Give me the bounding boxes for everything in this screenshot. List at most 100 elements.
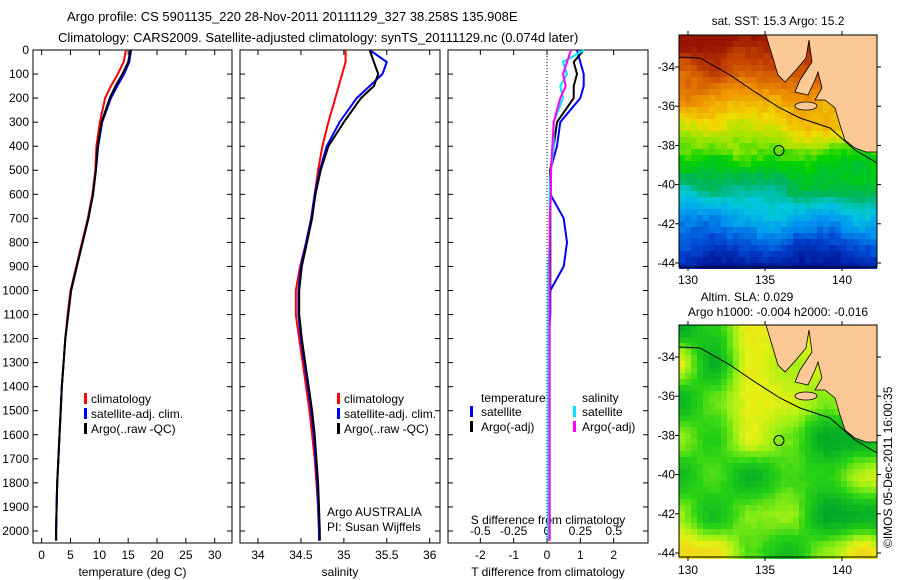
map-cell (721, 95, 727, 101)
map-cell (751, 59, 757, 65)
legend-label: Argo(-adj) (481, 420, 534, 434)
map-cell (709, 47, 715, 53)
map-cell (679, 209, 685, 215)
map-cell (691, 179, 697, 185)
map-cell (775, 227, 781, 233)
map-cell (691, 457, 697, 463)
x-tick-label: 35.5 (375, 548, 399, 562)
map-cell (733, 367, 739, 373)
map-cell (721, 457, 727, 463)
map-cell (799, 505, 805, 511)
map-cell (775, 415, 781, 421)
map-cell (739, 101, 745, 107)
map-cell (865, 179, 871, 185)
map-cell (727, 47, 733, 53)
map-cell (751, 101, 757, 107)
map-cell (817, 215, 823, 221)
map-cell (679, 493, 685, 499)
map-cell (811, 421, 817, 427)
map-cell (703, 77, 709, 83)
map-cell (697, 517, 703, 523)
map-cell (865, 457, 871, 463)
map-cell (697, 355, 703, 361)
map-cell (727, 155, 733, 161)
map-cell (703, 409, 709, 415)
map-cell (691, 445, 697, 451)
map-cell (727, 209, 733, 215)
map-cell (817, 475, 823, 481)
map-cell (739, 463, 745, 469)
map-cell (679, 505, 685, 511)
map-cell (781, 215, 787, 221)
map-cell (871, 227, 877, 233)
map-cell (793, 427, 799, 433)
map-cell (679, 185, 685, 191)
map-cell (679, 221, 685, 227)
map-cell (775, 475, 781, 481)
map-cell (793, 239, 799, 245)
map-cell (841, 185, 847, 191)
map-cell (691, 451, 697, 457)
map-cell (745, 41, 751, 47)
map-cell (811, 83, 817, 89)
map-cell (745, 505, 751, 511)
map-cell (805, 517, 811, 523)
map-cell (805, 95, 811, 101)
map-cell (739, 215, 745, 221)
map-cell (775, 385, 781, 391)
map-cell (781, 547, 787, 553)
map-cell (679, 415, 685, 421)
map-cell (697, 481, 703, 487)
map-cell (757, 113, 763, 119)
map-cell (733, 403, 739, 409)
map-cell (781, 529, 787, 535)
map-cell (751, 535, 757, 541)
map-cell (685, 191, 691, 197)
map-cell (751, 499, 757, 505)
map-cell (757, 245, 763, 251)
map-cell (715, 107, 721, 113)
map-cell (775, 233, 781, 239)
map-cell (679, 367, 685, 373)
map-cell (805, 155, 811, 161)
map-cell (817, 529, 823, 535)
map-cell (679, 41, 685, 47)
map-cell (715, 233, 721, 239)
map-cell (703, 221, 709, 227)
map-cell (793, 451, 799, 457)
map-cell (745, 215, 751, 221)
map-cell (703, 83, 709, 89)
map-cell (787, 119, 793, 125)
map-cell (703, 47, 709, 53)
map-cell (733, 155, 739, 161)
map-cell (751, 191, 757, 197)
map-cell (757, 233, 763, 239)
map-cell (709, 203, 715, 209)
map-cell (727, 403, 733, 409)
map-cell (847, 529, 853, 535)
map-cell (775, 541, 781, 547)
map-cell (679, 331, 685, 337)
map-cell (769, 505, 775, 511)
map-cell (811, 451, 817, 457)
x-tick-label: -2 (475, 548, 486, 562)
map-cell (823, 409, 829, 415)
map-cell (763, 385, 769, 391)
map-cell (811, 95, 817, 101)
map-cell (709, 343, 715, 349)
map-cell (871, 173, 877, 179)
map-cell (733, 475, 739, 481)
map-cell (865, 209, 871, 215)
map-cell (763, 113, 769, 119)
map-cell (775, 373, 781, 379)
map-cell (763, 131, 769, 137)
map-cell (715, 185, 721, 191)
map-cell (697, 209, 703, 215)
map-cell (787, 221, 793, 227)
map-cell (793, 251, 799, 257)
map-cell (793, 155, 799, 161)
map-cell (721, 149, 727, 155)
map-cell (763, 155, 769, 161)
map-cell (751, 517, 757, 523)
land-mass (765, 34, 878, 153)
